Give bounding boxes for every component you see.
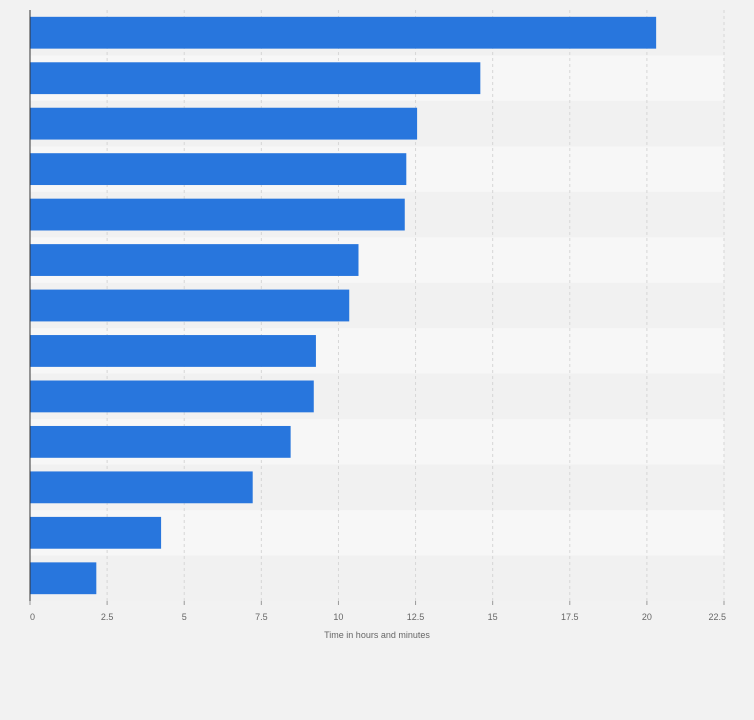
bar bbox=[30, 16, 657, 49]
x-tick-label: 10 bbox=[333, 612, 343, 622]
bar bbox=[30, 516, 162, 549]
x-tick-label: 12.5 bbox=[407, 612, 425, 622]
x-tick-label: 17.5 bbox=[561, 612, 579, 622]
x-axis-ticks: 0 2.5 5 7.5 10 12.5 15 17.5 20 22.5 bbox=[29, 601, 726, 622]
bar bbox=[30, 198, 405, 231]
bar bbox=[30, 471, 253, 504]
bar bbox=[30, 153, 407, 186]
bar bbox=[30, 244, 359, 276]
x-tick-label: 20 bbox=[642, 612, 652, 622]
x-tick-label: 0 bbox=[30, 612, 35, 622]
bar bbox=[30, 62, 481, 95]
bar bbox=[30, 425, 291, 458]
x-tick-label: 2.5 bbox=[101, 612, 114, 622]
bar bbox=[30, 289, 350, 322]
x-tick-label: 22.5 bbox=[708, 612, 726, 622]
bar bbox=[30, 335, 316, 367]
row-band bbox=[30, 555, 724, 601]
x-tick-label: 15 bbox=[488, 612, 498, 622]
x-axis-title: Time in hours and minutes bbox=[324, 630, 430, 640]
bar bbox=[30, 380, 314, 413]
bar bbox=[30, 107, 418, 140]
x-tick-label: 5 bbox=[182, 612, 187, 622]
bar bbox=[30, 562, 97, 595]
x-tick-label: 7.5 bbox=[255, 612, 268, 622]
bar-series bbox=[30, 16, 657, 595]
